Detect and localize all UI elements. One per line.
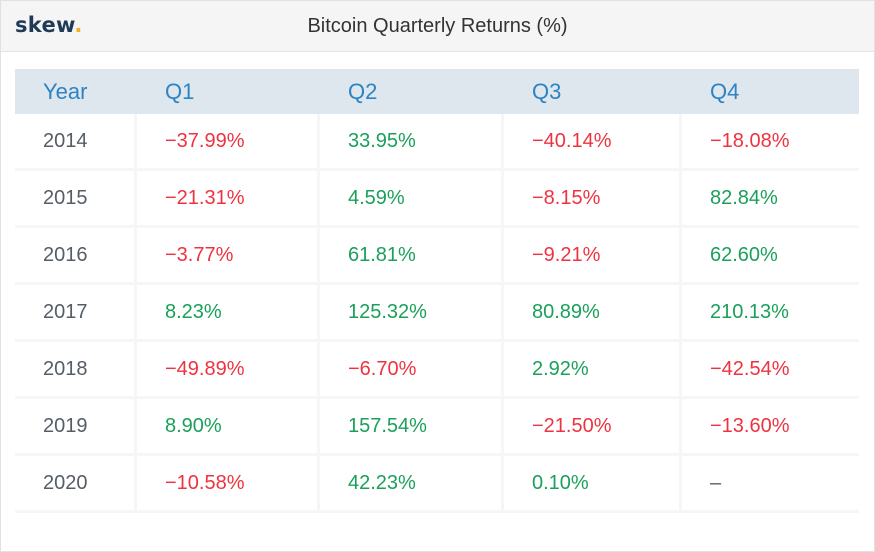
return-cell-q3: −9.21% (504, 228, 682, 285)
return-cell-q3: 2.92% (504, 342, 682, 399)
return-cell-q4: 210.13% (682, 285, 859, 342)
chart-title: Bitcoin Quarterly Returns (%) (307, 15, 568, 37)
return-cell-q4: −13.60% (682, 399, 859, 456)
return-cell-q4: −18.08% (682, 114, 859, 171)
return-cell-q3: 80.89% (504, 285, 682, 342)
year-cell: 2020 (15, 456, 137, 513)
return-cell-q2: 4.59% (320, 171, 504, 228)
return-cell-q2: 42.23% (320, 456, 504, 513)
return-cell-q1: −49.89% (137, 342, 320, 399)
return-cell-q1: 8.23% (137, 285, 320, 342)
column-header-q2: Q2 (348, 78, 378, 104)
column-header-q4: Q4 (710, 78, 740, 104)
table-row: 2020 −10.58% 42.23% 0.10% – (15, 456, 859, 513)
year-cell: 2016 (15, 228, 137, 285)
return-cell-q1: −10.58% (137, 456, 320, 513)
return-cell-q1: −3.77% (137, 228, 320, 285)
title-bar: skew. Bitcoin Quarterly Returns (%) (1, 1, 874, 52)
return-cell-q4: −42.54% (682, 342, 859, 399)
year-cell: 2015 (15, 171, 137, 228)
table-row: 2015 −21.31% 4.59% −8.15% 82.84% (15, 171, 859, 228)
year-cell: 2014 (15, 114, 137, 171)
table-header-row: Year Q1 Q2 Q3 Q4 (15, 69, 859, 114)
column-header-q3: Q3 (532, 78, 562, 104)
return-cell-q4: 82.84% (682, 171, 859, 228)
table-row: 2017 8.23% 125.32% 80.89% 210.13% (15, 285, 859, 342)
return-cell-q3: −40.14% (504, 114, 682, 171)
year-cell: 2017 (15, 285, 137, 342)
year-cell: 2018 (15, 342, 137, 399)
skew-logo: skew. (15, 13, 83, 37)
return-cell-q2: 125.32% (320, 285, 504, 342)
column-header-q1: Q1 (165, 78, 195, 104)
return-cell-q2: 61.81% (320, 228, 504, 285)
year-cell: 2019 (15, 399, 137, 456)
table-body: 2014 −37.99% 33.95% −40.14% −18.08% 2015 −21.3… (15, 114, 859, 513)
returns-table: Year Q1 Q2 Q3 Q4 2014 −37.99% 33.95% −40.14… (15, 69, 859, 513)
return-cell-q2: −6.70% (320, 342, 504, 399)
logo-text: skew (15, 13, 75, 37)
table-row: 2019 8.90% 157.54% −21.50% −13.60% (15, 399, 859, 456)
return-cell-q1: 8.90% (137, 399, 320, 456)
logo-dot: . (74, 13, 83, 37)
return-cell-q2: 157.54% (320, 399, 504, 456)
return-cell-q3: −21.50% (504, 399, 682, 456)
return-cell-q4: 62.60% (682, 228, 859, 285)
return-cell-q4: – (682, 456, 859, 513)
return-cell-q1: −21.31% (137, 171, 320, 228)
return-cell-q1: −37.99% (137, 114, 320, 171)
return-cell-q3: −8.15% (504, 171, 682, 228)
return-cell-q3: 0.10% (504, 456, 682, 513)
table-row: 2018 −49.89% −6.70% 2.92% −42.54% (15, 342, 859, 399)
table-row: 2016 −3.77% 61.81% −9.21% 62.60% (15, 228, 859, 285)
column-header-year: Year (43, 78, 88, 104)
table-row: 2014 −37.99% 33.95% −40.14% −18.08% (15, 114, 859, 171)
return-cell-q2: 33.95% (320, 114, 504, 171)
